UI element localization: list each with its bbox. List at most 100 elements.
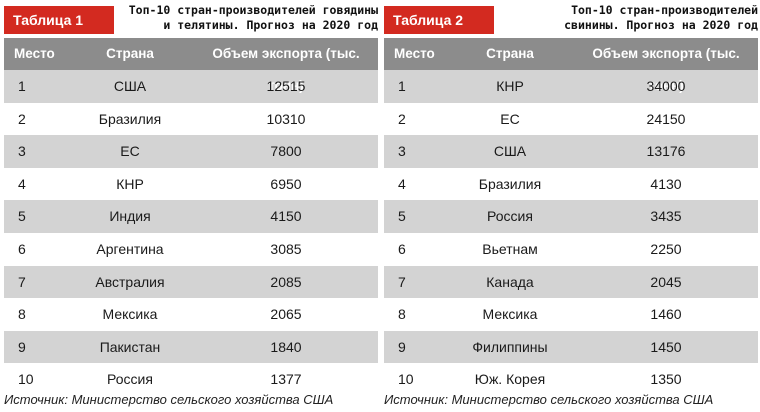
table-row: 1 КНР 34000 bbox=[384, 70, 758, 103]
export-cell: 4130 bbox=[650, 175, 682, 192]
country-cell: Вьетнам bbox=[482, 240, 538, 257]
country-cell: Мексика bbox=[102, 306, 158, 323]
export-cell: 2045 bbox=[650, 273, 682, 290]
rank-cell: 6 bbox=[18, 240, 26, 257]
rank-cell: 7 bbox=[398, 273, 406, 290]
country-cell: Канада bbox=[486, 273, 534, 290]
country-cell: Бразилия bbox=[98, 110, 162, 127]
rank-cell: 8 bbox=[398, 306, 406, 323]
export-cell: 2250 bbox=[650, 240, 682, 257]
table-1-source: Источник: Министерство сельского хозяйст… bbox=[4, 392, 334, 407]
table-row: 10 Юж. Корея 1350 bbox=[384, 363, 758, 396]
column-header-country: Страна bbox=[486, 46, 534, 61]
table-row: 2 ЕС 24150 bbox=[384, 102, 758, 136]
export-cell: 1377 bbox=[270, 371, 302, 388]
table-2-body: 1 КНР 34000 2 ЕС 24150 3 США 13176 4 Бразилия 4130 5… bbox=[384, 70, 758, 396]
column-header-export: Объем экспорта (тыс. тонн) bbox=[212, 46, 360, 93]
column-header-country: Страна bbox=[106, 46, 154, 61]
country-cell: Юж. Корея bbox=[474, 371, 546, 388]
rank-cell: 1 bbox=[398, 78, 406, 94]
export-cell: 4150 bbox=[270, 208, 302, 225]
export-cell: 3435 bbox=[650, 208, 682, 225]
rank-cell: 2 bbox=[18, 110, 26, 127]
export-cell: 13176 bbox=[646, 143, 686, 160]
table-1-panel: Таблица 1 Топ-10 стран-производителей го… bbox=[4, 0, 378, 396]
country-cell: Филиппины bbox=[472, 338, 548, 355]
table-row: 7 Канада 2045 bbox=[384, 265, 758, 299]
table-row: 1 США 12515 bbox=[4, 70, 378, 103]
country-cell: Индия bbox=[109, 208, 151, 225]
table-2-caption-line2: свинины. Прогноз на 2020 год bbox=[564, 18, 758, 32]
export-cell: 10310 bbox=[266, 110, 306, 127]
table-row: 5 Индия 4150 bbox=[4, 200, 378, 233]
table-row: 6 Аргентина 3085 bbox=[4, 232, 378, 266]
country-cell: Пакистан bbox=[99, 338, 161, 355]
table-row: 8 Мексика 1460 bbox=[384, 298, 758, 331]
country-cell: КНР bbox=[496, 78, 524, 94]
rank-cell: 10 bbox=[18, 371, 34, 388]
table-row: 4 КНР 6950 bbox=[4, 167, 378, 201]
table-2-caption: Топ-10 стран-производителей свинины. Про… bbox=[496, 3, 758, 33]
country-cell: Россия bbox=[487, 208, 533, 225]
table-row: 4 Бразилия 4130 bbox=[384, 167, 758, 201]
country-cell: ЕС bbox=[500, 110, 520, 127]
country-cell: Россия bbox=[107, 371, 153, 388]
table-2-panel: Таблица 2 Топ-10 стран-производителей св… bbox=[384, 0, 758, 396]
export-cell: 6950 bbox=[270, 175, 302, 192]
rank-cell: 9 bbox=[398, 338, 406, 355]
rank-cell: 10 bbox=[398, 371, 414, 388]
rank-cell: 5 bbox=[398, 208, 406, 225]
rank-cell: 6 bbox=[398, 240, 406, 257]
table-row: 5 Россия 3435 bbox=[384, 200, 758, 233]
rank-cell: 8 bbox=[18, 306, 26, 323]
table-2-caption-line1: Топ-10 стран-производителей bbox=[571, 3, 758, 17]
table-row: 7 Австралия 2085 bbox=[4, 265, 378, 299]
table-1-header: Таблица 1 Топ-10 стран-производителей го… bbox=[4, 0, 378, 38]
table-1-body: 1 США 12515 2 Бразилия 10310 3 ЕС 7800 4 КНР 6950 5 И… bbox=[4, 70, 378, 396]
export-cell: 12515 bbox=[266, 78, 306, 94]
export-cell: 34000 bbox=[646, 78, 686, 94]
table-1-badge: Таблица 1 bbox=[4, 6, 114, 34]
country-cell: КНР bbox=[116, 175, 144, 192]
country-cell: США bbox=[113, 78, 147, 94]
export-cell: 3085 bbox=[270, 240, 302, 257]
table-row: 8 Мексика 2065 bbox=[4, 298, 378, 331]
rank-cell: 9 bbox=[18, 338, 26, 355]
export-cell: 2065 bbox=[270, 306, 302, 323]
export-cell: 7800 bbox=[270, 143, 302, 160]
table-row: 6 Вьетнам 2250 bbox=[384, 232, 758, 266]
export-cell: 2085 bbox=[270, 273, 302, 290]
table-1-caption-line1: Топ-10 стран-производителей говядины bbox=[128, 3, 378, 17]
rank-cell: 5 bbox=[18, 208, 26, 225]
export-cell: 1840 bbox=[270, 338, 302, 355]
column-header-rank: Место bbox=[394, 46, 435, 61]
table-2-column-headers: Место Страна Объем экспорта (тыс. тонн) bbox=[384, 38, 758, 93]
export-cell: 1460 bbox=[650, 306, 682, 323]
country-cell: Бразилия bbox=[478, 175, 542, 192]
table-row: 3 США 13176 bbox=[384, 135, 758, 168]
rank-cell: 3 bbox=[398, 143, 406, 160]
country-cell: США bbox=[493, 143, 527, 160]
country-cell: Мексика bbox=[482, 306, 538, 323]
rank-cell: 4 bbox=[398, 175, 406, 192]
table-1-caption: Топ-10 стран-производителей говядины и т… bbox=[116, 3, 378, 33]
table-2-header: Таблица 2 Топ-10 стран-производителей св… bbox=[384, 0, 758, 38]
country-cell: ЕС bbox=[120, 143, 140, 160]
table-1-caption-line2: и телятины. Прогноз на 2020 год bbox=[163, 18, 378, 32]
table-2-source: Источник: Министерство сельского хозяйст… bbox=[384, 392, 714, 407]
export-cell: 1350 bbox=[650, 371, 682, 388]
export-cell: 1450 bbox=[650, 338, 682, 355]
country-cell: Австралия bbox=[95, 273, 165, 290]
column-header-export: Объем экспорта (тыс. тонн) bbox=[592, 46, 740, 93]
table-row: 9 Пакистан 1840 bbox=[4, 330, 378, 364]
table-row: 9 Филиппины 1450 bbox=[384, 330, 758, 364]
table-row: 10 Россия 1377 bbox=[4, 363, 378, 396]
table-2-badge: Таблица 2 bbox=[384, 6, 494, 34]
table-1-column-headers: Место Страна Объем экспорта (тыс. тонн) bbox=[4, 38, 378, 93]
rank-cell: 7 bbox=[18, 273, 26, 290]
rank-cell: 3 bbox=[18, 143, 26, 160]
column-header-rank: Место bbox=[14, 46, 55, 61]
rank-cell: 2 bbox=[398, 110, 406, 127]
table-row: 2 Бразилия 10310 bbox=[4, 102, 378, 136]
rank-cell: 4 bbox=[18, 175, 26, 192]
